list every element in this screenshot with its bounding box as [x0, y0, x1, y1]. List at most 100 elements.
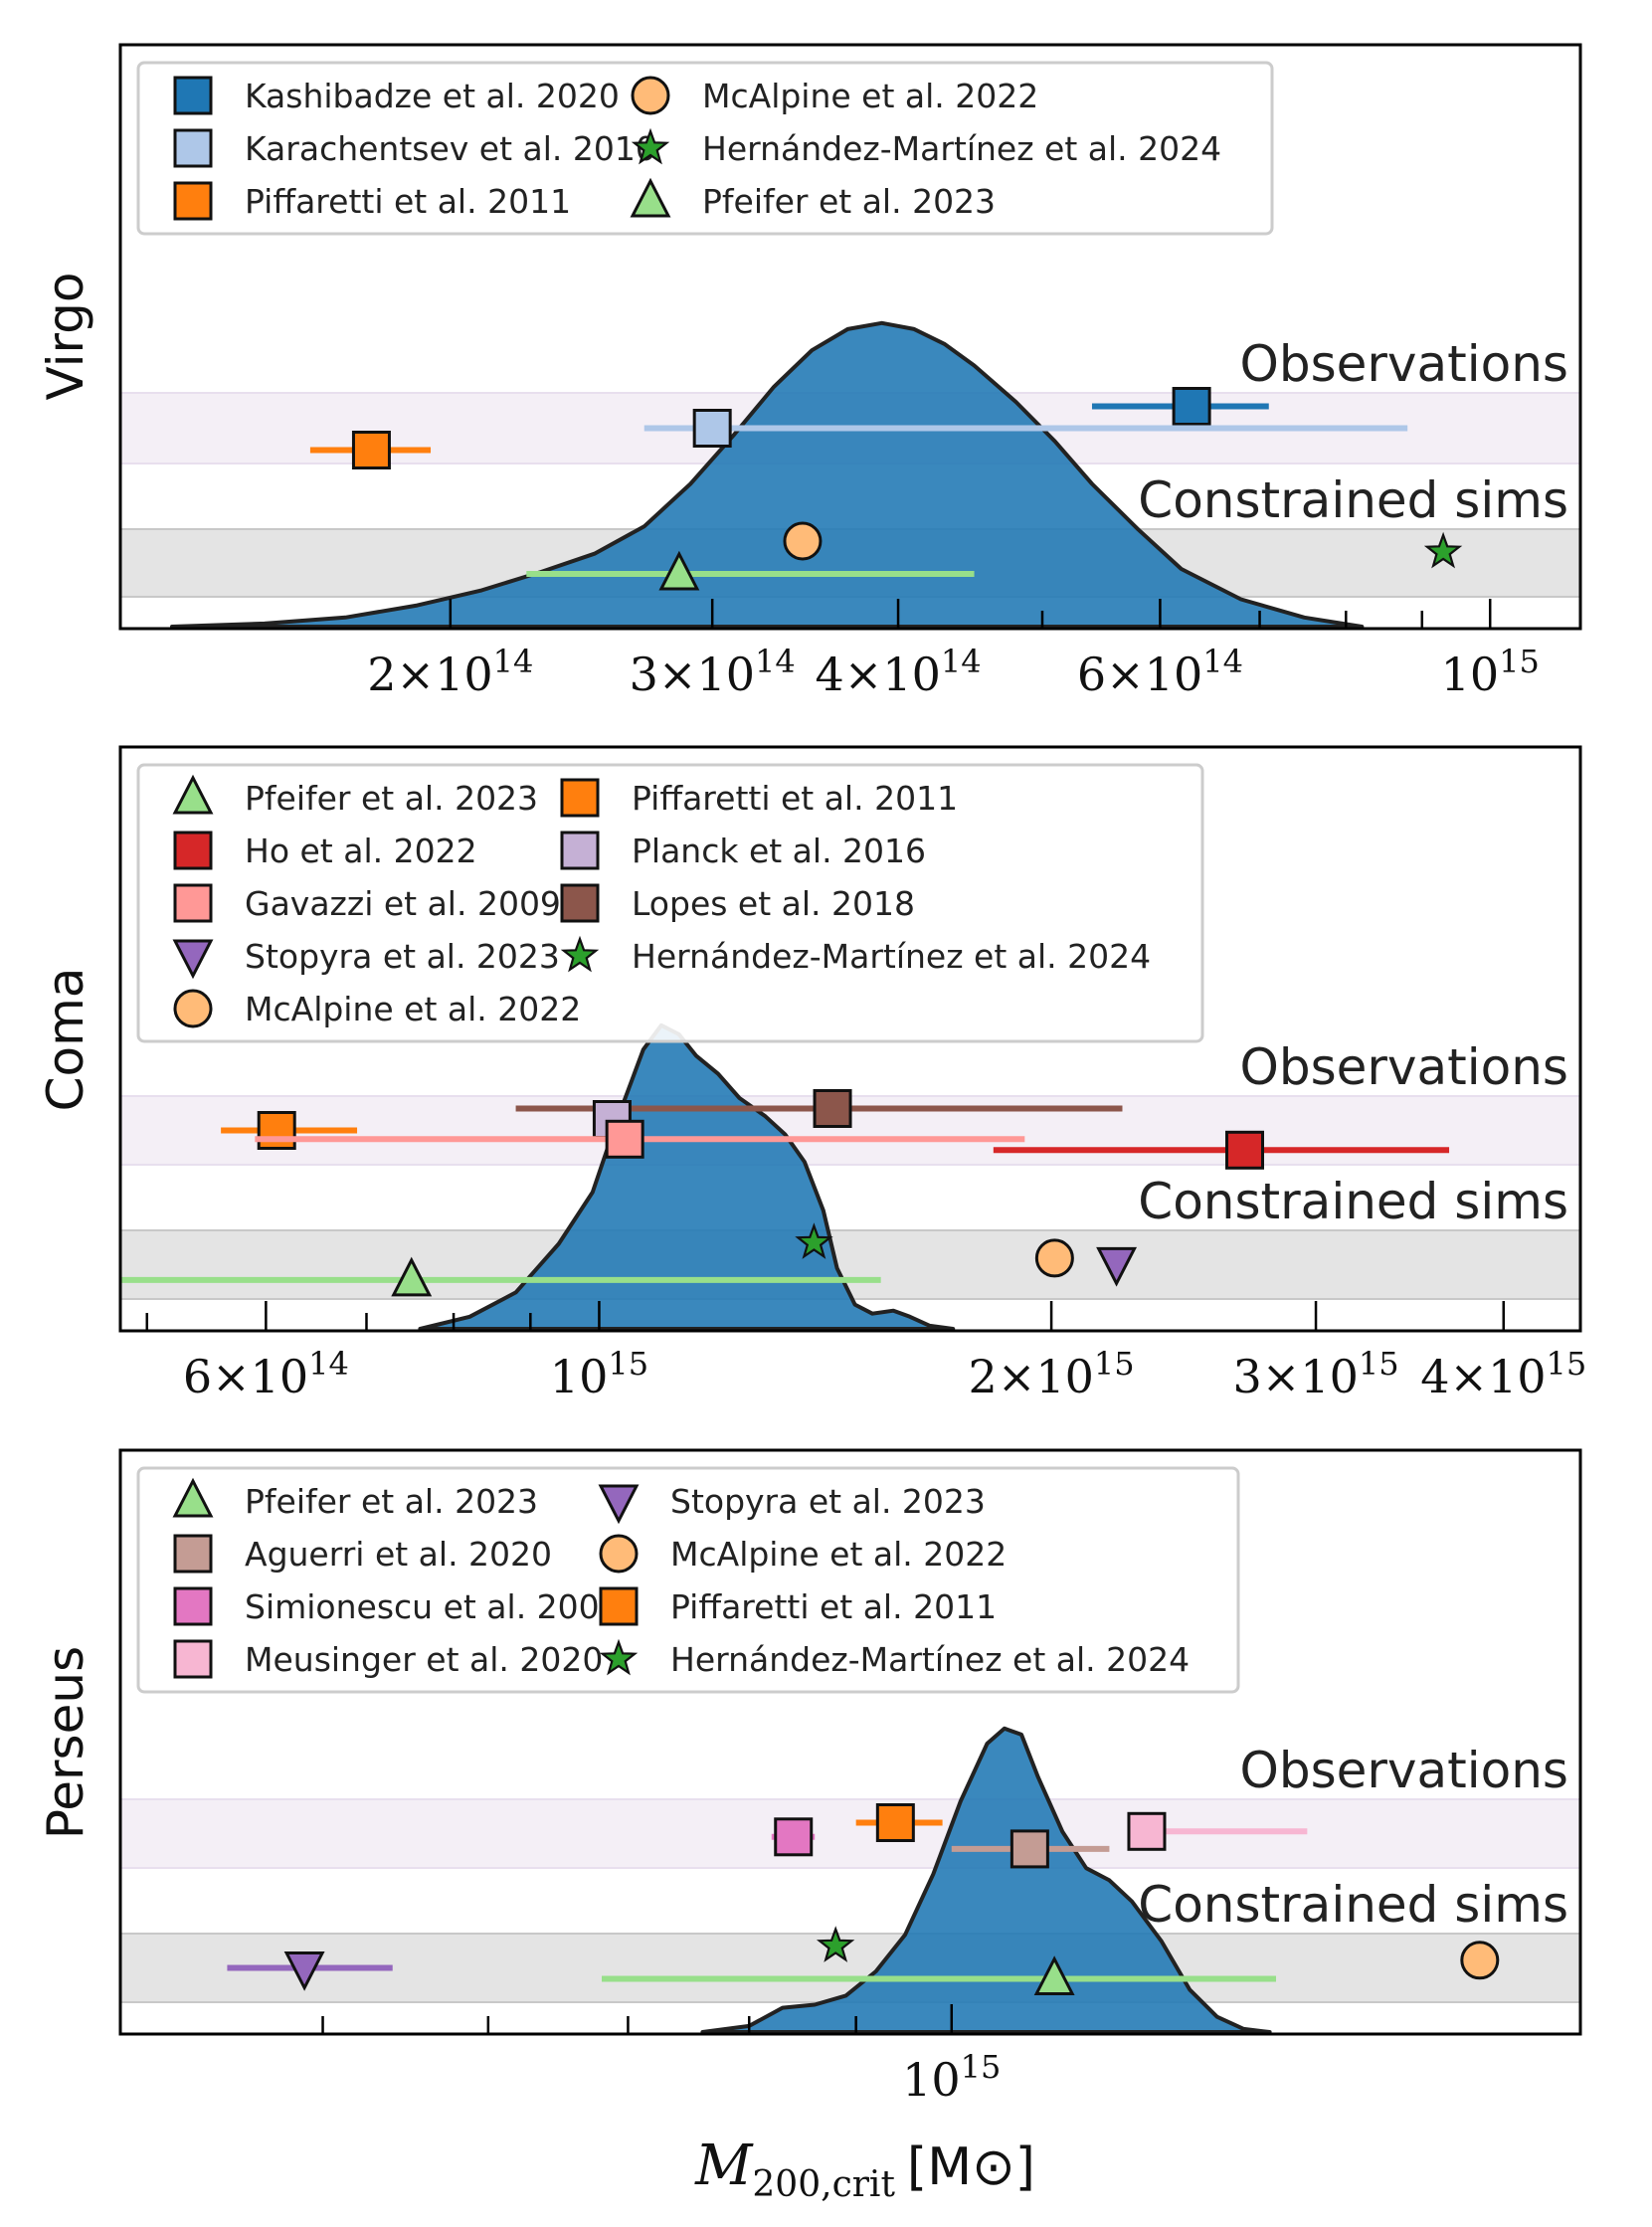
legend-entry-mcalpine-et-al-2022: McAlpine et al. 2022 — [631, 76, 1038, 115]
observations-label: Observations — [1239, 1742, 1568, 1799]
tick-label: 6×1014 — [1077, 643, 1243, 701]
marker-meusinger-et-al-2020 — [1127, 1811, 1167, 1851]
tick-label: 1015 — [1441, 643, 1540, 701]
legend-marker — [631, 127, 670, 165]
legend-entry-pfeifer-et-al-2023: Pfeifer et al. 2023 — [630, 177, 996, 221]
point-meusinger-et-al-2020 — [1127, 1811, 1308, 1851]
observations-label: Observations — [1239, 335, 1568, 393]
marker-mcalpine-et-al-2022 — [1034, 1238, 1074, 1278]
legend-marker — [173, 76, 213, 115]
legend-label: Hernández-Martínez et al. 2024 — [632, 937, 1151, 976]
marker-piffaretti-et-al-2011 — [875, 1803, 915, 1842]
legend-label: McAlpine et al. 2022 — [670, 1535, 1007, 1574]
legend-label: Piffaretti et al. 2011 — [670, 1587, 997, 1626]
legend-label: Kashibadze et al. 2020 — [245, 77, 620, 115]
legend-marker — [598, 1484, 640, 1525]
point-simionescu-et-al-2008 — [771, 1817, 816, 1857]
legend-entry-simionescu-et-al-2008: Simionescu et al. 2008 — [173, 1586, 621, 1626]
legend-marker — [173, 989, 213, 1028]
legend-label: Hernández-Martínez et al. 2024 — [670, 1640, 1190, 1679]
legend-marker — [172, 939, 214, 980]
point-piffaretti-et-al-2011 — [309, 431, 432, 469]
marker-kashibadze-et-al-2020 — [1172, 387, 1211, 426]
legend-marker — [599, 1586, 639, 1626]
panel-virgo: Observations Constrained sims 2×1014 3×1014… — [37, 43, 1582, 701]
legend-entry-hernandez-martinez-et-al-2024: Hernández-Martínez et al. 2024 — [631, 127, 1221, 168]
legend-entry-stopyra-et-al-2023: Stopyra et al. 2023 — [172, 937, 560, 980]
legend-label: Hernández-Martínez et al. 2024 — [702, 129, 1221, 168]
tick-label: 3×1015 — [1233, 1345, 1399, 1403]
legend-label: Stopyra et al. 2023 — [245, 937, 560, 976]
marker-lopes-et-al-2018 — [813, 1089, 852, 1128]
legend-marker — [599, 1534, 639, 1574]
legend-marker — [173, 1534, 213, 1574]
marker-piffaretti-et-al-2011 — [257, 1111, 296, 1150]
point-karachentsev-et-al-2010 — [643, 409, 1408, 448]
observations-label: Observations — [1239, 1038, 1568, 1096]
legend-entry-mcalpine-et-al-2022: McAlpine et al. 2022 — [599, 1534, 1007, 1574]
legend-label: Aguerri et al. 2020 — [245, 1535, 552, 1574]
legend-entry-ho-et-al-2022: Ho et al. 2022 — [173, 831, 477, 870]
legend-entry-piffaretti-et-al-2011: Piffaretti et al. 2011 — [173, 181, 571, 221]
point-piffaretti-et-al-2011 — [855, 1803, 943, 1842]
marker-aguerri-et-al-2020 — [1010, 1829, 1049, 1869]
legend: Kashibadze et al. 2020 Karachentsev et al… — [136, 61, 1274, 236]
point-pfeifer-et-al-2023 — [601, 1955, 1277, 1995]
legend-entry-pfeifer-et-al-2023: Pfeifer et al. 2023 — [172, 774, 538, 818]
point-kashibadze-et-al-2020 — [1091, 387, 1269, 426]
point-stopyra-et-al-2023 — [1096, 1246, 1138, 1287]
legend-box — [136, 1466, 1240, 1694]
observations-band — [119, 1798, 1581, 1869]
legend-label: Gavazzi et al. 2009 — [245, 884, 561, 923]
legend-entry-pfeifer-et-al-2023: Pfeifer et al. 2023 — [172, 1477, 538, 1521]
axes-frame — [118, 745, 1582, 1333]
legend-entry-hernandez-martinez-et-al-2024: Hernández-Martínez et al. 2024 — [560, 935, 1151, 976]
tick-label: 4×1014 — [816, 643, 982, 701]
panel-coma: Observations Constrained sims 6×1014 1015 2×… — [37, 745, 1586, 1403]
point-mcalpine-et-al-2022 — [1034, 1238, 1074, 1278]
legend-entry-aguerri-et-al-2020: Aguerri et al. 2020 — [173, 1534, 552, 1574]
legend-marker — [173, 128, 213, 168]
marker-karachentsev-et-al-2010 — [692, 409, 732, 448]
marker-pfeifer-et-al-2023 — [1033, 1955, 1075, 1995]
tick-label: 4×1015 — [1420, 1345, 1586, 1403]
legend-label: McAlpine et al. 2022 — [702, 77, 1038, 115]
point-mcalpine-et-al-2022 — [783, 521, 823, 561]
legend: Pfeifer et al. 2023 Ho et al. 2022 Gavazzi… — [136, 763, 1204, 1043]
legend-marker — [173, 883, 213, 923]
tick-label: 6×1014 — [183, 1345, 349, 1403]
legend-label: Planck et al. 2016 — [632, 832, 926, 870]
tick-label: 3×1014 — [630, 643, 796, 701]
legend-label: Stopyra et al. 2023 — [670, 1482, 986, 1521]
legend-entry-meusinger-et-al-2020: Meusinger et al. 2020 — [173, 1639, 603, 1679]
legend-entry-gavazzi-et-al-2009: Gavazzi et al. 2009 — [173, 883, 561, 923]
panel-label: Perseus — [37, 1646, 94, 1839]
x-axis-label-subscript: 200,crit — [752, 2164, 895, 2205]
marker-piffaretti-et-al-2011 — [351, 431, 391, 469]
marker-pfeifer-et-al-2023 — [391, 1256, 433, 1297]
legend-marker — [172, 1477, 214, 1518]
marker-hernandez-martinez-et-al-2024 — [1423, 531, 1463, 569]
legend-label: Simionescu et al. 2008 — [245, 1587, 621, 1626]
marker-stopyra-et-al-2023 — [283, 1951, 325, 1991]
x-axis-label: M200,crit [M⊙] — [694, 2134, 1035, 2205]
tick-label: 2×1015 — [969, 1345, 1135, 1403]
point-stopyra-et-al-2023 — [227, 1951, 393, 1991]
point-gavazzi-et-al-2009 — [255, 1119, 1025, 1159]
marker-stopyra-et-al-2023 — [1096, 1246, 1138, 1287]
marker-simionescu-et-al-2008 — [774, 1817, 814, 1857]
legend-entry-mcalpine-et-al-2022: McAlpine et al. 2022 — [173, 989, 581, 1028]
panel-label: Virgo — [37, 272, 94, 400]
legend-box — [136, 763, 1204, 1043]
x-axis-label-symbol: M — [694, 2134, 754, 2198]
legend-label: Piffaretti et al. 2011 — [632, 779, 958, 818]
legend-marker — [173, 181, 213, 221]
point-pfeifer-et-al-2023 — [526, 550, 975, 591]
legend-label: McAlpine et al. 2022 — [245, 990, 581, 1028]
legend-entry-planck-et-al-2016: Planck et al. 2016 — [560, 831, 926, 870]
legend-entry-lopes-et-al-2018: Lopes et al. 2018 — [560, 883, 915, 923]
legend-label: Karachentsev et al. 2010 — [245, 129, 656, 168]
legend-marker — [560, 883, 600, 923]
legend: Pfeifer et al. 2023 Aguerri et al. 2020 Si… — [136, 1466, 1240, 1694]
